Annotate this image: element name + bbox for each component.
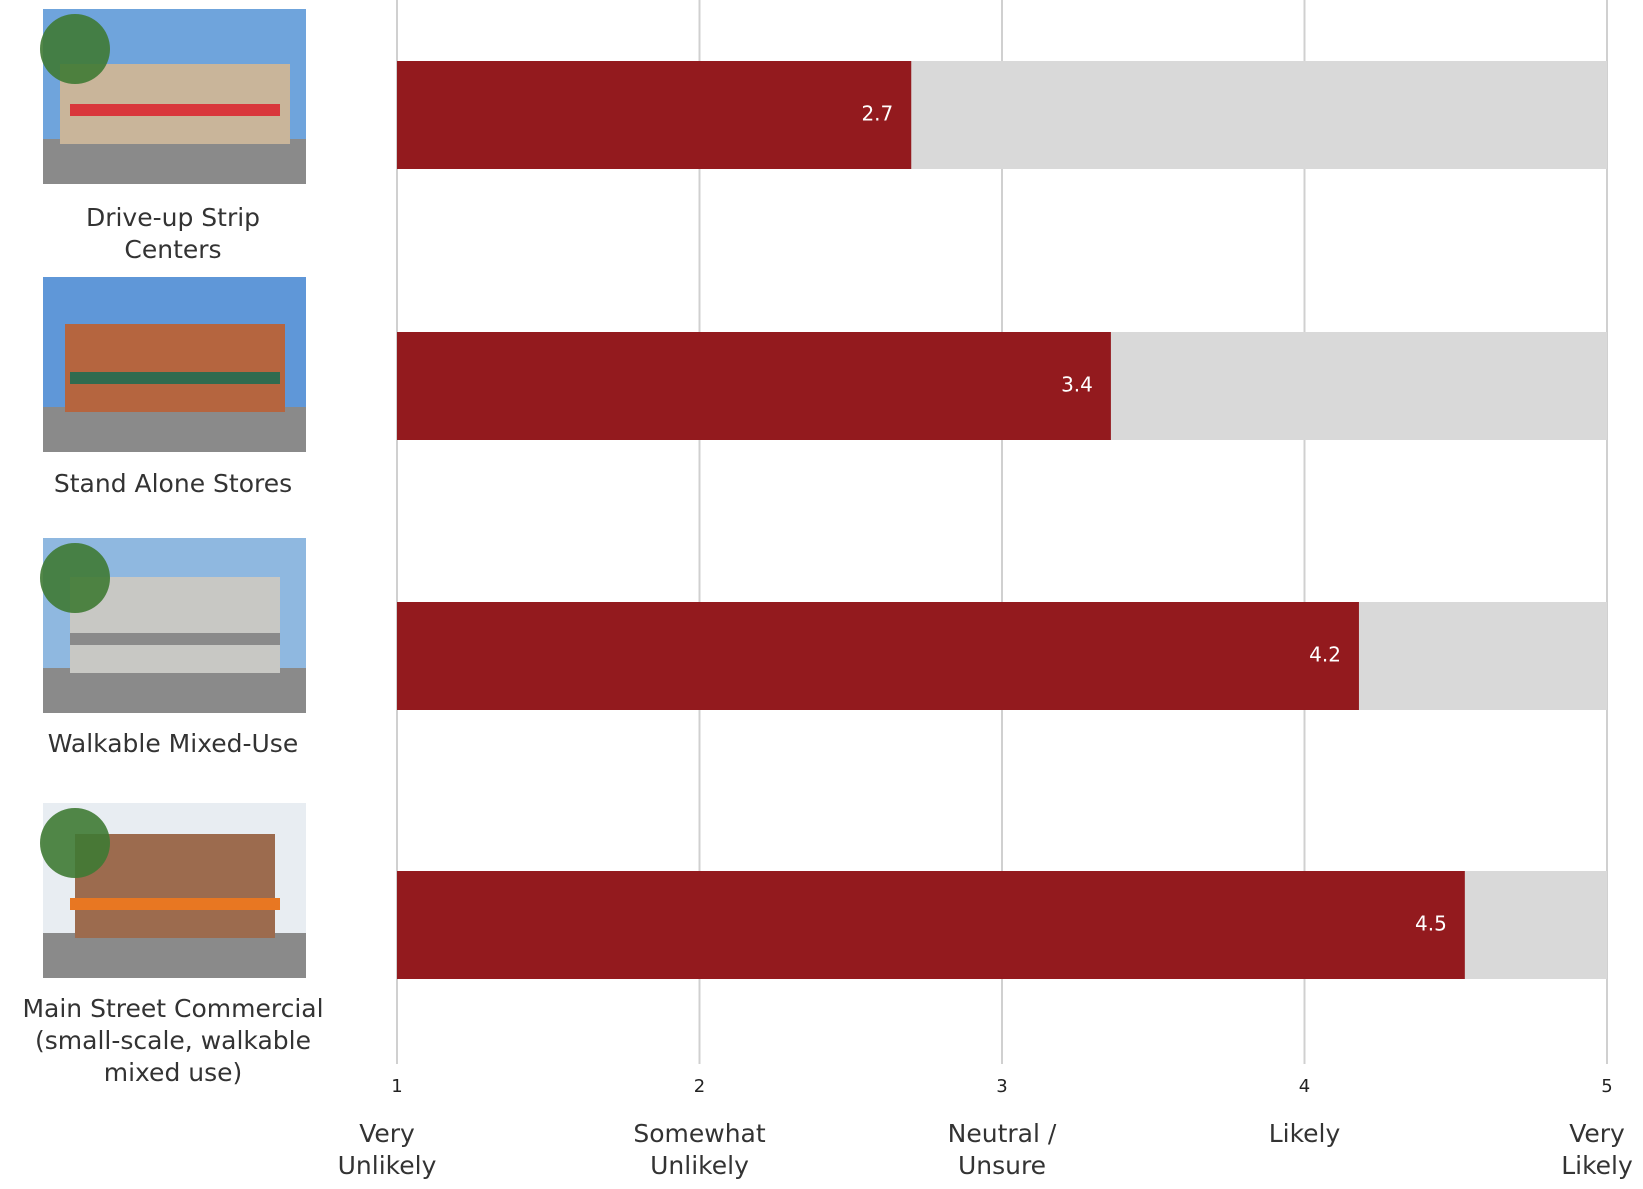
bar [397,332,1111,440]
x-tick-label: 2 [694,1076,705,1097]
category-photo [40,538,306,713]
photo-tree [40,543,110,613]
value-label: 3.4 [1061,373,1093,397]
x-tick-description: Somewhat Unlikely [633,1119,766,1180]
photo-awning [70,898,280,910]
category-label: Drive-up Strip Centers [85,203,261,264]
category-label: Walkable Mixed-Use [47,729,299,758]
photo-ground [43,407,306,452]
x-tick-description: Very Likely [1561,1119,1633,1180]
photo-awning [70,633,280,645]
x-tick-description: Very Unlikely [337,1119,437,1180]
photo-tree [40,808,110,878]
x-tick-label: 3 [996,1076,1007,1097]
photo-awning [70,104,280,116]
photo-building [65,324,285,412]
x-tick-label: 1 [391,1076,402,1097]
value-label: 4.2 [1309,643,1341,667]
photo-awning [70,372,280,384]
x-tick-label: 4 [1299,1076,1310,1097]
value-label: 4.5 [1415,912,1447,936]
photo-ground [43,933,306,978]
photo-ground [43,139,306,184]
x-tick-description: Neutral / Unsure [947,1119,1057,1180]
bar [397,61,912,169]
x-tick-label: 5 [1601,1076,1612,1097]
photo-ground [43,668,306,713]
value-label: 2.7 [861,102,893,126]
category-photo [40,9,306,184]
photo-tree [40,14,110,84]
category-photo [40,803,306,978]
bar [397,871,1465,979]
x-tick-description: Likely [1268,1119,1341,1148]
category-photo [43,277,306,452]
category-label: Stand Alone Stores [53,469,293,498]
bar [397,602,1359,710]
category-label: Main Street Commercial (small-scale, wal… [22,994,324,1087]
